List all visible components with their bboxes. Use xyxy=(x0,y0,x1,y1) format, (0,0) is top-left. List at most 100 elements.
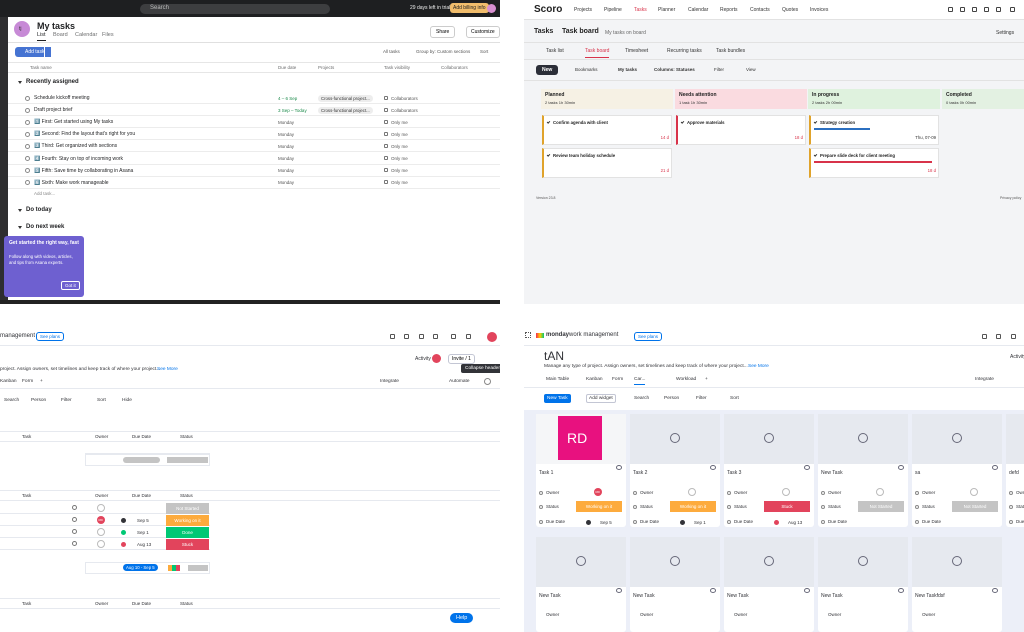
view-tab[interactable]: Task board xyxy=(585,48,610,58)
see-plans[interactable]: See plans xyxy=(36,332,65,341)
view-tab[interactable]: Calendar xyxy=(75,32,98,38)
nav-item[interactable]: Calendar xyxy=(688,7,709,13)
integrate-button[interactable]: Integrate xyxy=(975,377,994,382)
toolbar-button[interactable]: Filter xyxy=(696,396,707,401)
toolbar-button[interactable]: Sort xyxy=(97,398,106,403)
view-tab[interactable]: Main Table xyxy=(546,377,570,382)
nav-item[interactable]: Invoices xyxy=(810,7,829,13)
billing-button[interactable]: Add billing info xyxy=(450,3,489,13)
view-tab[interactable]: Files xyxy=(102,32,114,38)
owner-avatar xyxy=(594,488,602,496)
view-tab[interactable]: Workload xyxy=(676,377,697,382)
filter-button[interactable]: Columns: Statuses xyxy=(654,67,695,72)
field-label: Due Date xyxy=(828,519,848,524)
toolbar-button[interactable]: Person xyxy=(31,398,47,403)
status-distribution xyxy=(172,565,176,571)
filter-button[interactable]: My tasks xyxy=(618,67,638,72)
header-row xyxy=(0,490,500,501)
filter-button[interactable]: Bookmarks xyxy=(575,67,598,72)
view-tab[interactable]: Form xyxy=(612,377,624,382)
field-label: Owner xyxy=(734,612,748,617)
nav-item[interactable]: Quotes xyxy=(782,7,799,13)
task-card xyxy=(676,115,806,145)
header-icon xyxy=(982,334,987,339)
updates-icon xyxy=(710,588,716,593)
add-column xyxy=(214,491,219,499)
due-date: Aug 13 xyxy=(137,541,152,547)
integrate-button[interactable]: Integrate xyxy=(380,379,399,384)
add-task-row[interactable]: Add task... xyxy=(34,191,56,196)
see-more[interactable]: See More xyxy=(157,367,178,372)
filter-button[interactable]: View xyxy=(746,67,756,72)
top-bar-divider xyxy=(524,345,1024,346)
due-date: 3 Sep – Today xyxy=(278,107,307,113)
activity-link[interactable]: Activity xyxy=(1010,354,1024,360)
toolbar-button[interactable]: Search xyxy=(4,398,20,403)
view-tab[interactable]: Task bundles xyxy=(716,48,746,54)
toolbar-button[interactable]: Hide xyxy=(122,398,132,403)
toolbar-button[interactable]: Person xyxy=(664,396,680,401)
customize-button[interactable]: Customize xyxy=(466,26,500,38)
nav-item[interactable]: Contacts xyxy=(750,7,770,13)
tip-button[interactable]: Got it xyxy=(61,281,80,290)
toolbar-button[interactable]: Filter xyxy=(61,398,72,403)
automate-button[interactable]: Automate xyxy=(449,379,470,384)
see-plans[interactable]: See plans xyxy=(634,332,663,341)
date-summary xyxy=(123,457,160,463)
section-caret xyxy=(18,209,22,212)
filter-button[interactable]: Filter xyxy=(714,67,724,72)
toolbar-item[interactable]: Group by: Custom sections xyxy=(416,49,471,54)
complete-checkbox xyxy=(25,168,30,174)
privacy-link[interactable]: Privacy policy xyxy=(1000,196,1022,200)
toolbar-button[interactable]: Search xyxy=(634,396,650,401)
nav-item[interactable]: Projects xyxy=(574,7,593,13)
view-tab[interactable]: List xyxy=(37,32,46,41)
task-name: 2️⃣ Second: Find the layout that's right… xyxy=(34,131,136,138)
toolbar-item[interactable]: Sort xyxy=(480,49,489,54)
nav-item[interactable]: Planner xyxy=(658,7,676,13)
field-icon xyxy=(727,520,731,524)
view-tab[interactable]: Recurring tasks xyxy=(667,48,702,54)
visibility-icon xyxy=(384,95,388,100)
tooltip: Collapse header xyxy=(461,364,500,373)
field-label: Due Date xyxy=(734,519,754,524)
column-meta: 0 tasks 0h 00min xyxy=(946,100,977,105)
new-task-button[interactable]: New Task xyxy=(544,394,571,403)
nav-item[interactable]: Pipeline xyxy=(604,7,622,13)
see-more[interactable]: See More xyxy=(748,364,769,369)
toolbar-button[interactable]: Sort xyxy=(730,396,739,401)
nav-item[interactable]: Reports xyxy=(720,7,738,13)
status-cell: Working on it xyxy=(670,501,716,512)
help-button[interactable]: Help xyxy=(450,613,474,623)
view-tab[interactable]: Timesheet xyxy=(625,48,649,54)
field-label: Status xyxy=(828,504,841,509)
share-button[interactable]: Share xyxy=(430,26,456,38)
visibility-icon xyxy=(384,180,388,185)
nav-item[interactable]: Tasks xyxy=(634,7,647,13)
view-tab[interactable]: Task list xyxy=(546,48,564,54)
due-date: Monday xyxy=(278,180,295,186)
owner-initials: RD xyxy=(595,490,600,494)
settings-link[interactable]: Settings xyxy=(996,30,1015,36)
view-tab[interactable]: Car... xyxy=(634,377,646,385)
owner-placeholder xyxy=(970,488,978,496)
field-icon xyxy=(633,505,637,509)
new-button[interactable]: New xyxy=(536,65,559,75)
task-visibility: Only me xyxy=(391,143,408,149)
top-bar-divider xyxy=(0,345,500,346)
add-task-button[interactable]: Add task xyxy=(15,47,51,57)
due-icon xyxy=(680,520,685,525)
view-tab[interactable]: + xyxy=(705,377,708,382)
toolbar-button[interactable]: Add widget xyxy=(586,394,616,403)
view-tab[interactable]: Board xyxy=(53,32,68,38)
activity-link[interactable]: Activity xyxy=(415,356,431,362)
view-tab[interactable]: Kanban xyxy=(586,377,603,382)
toolbar-item[interactable]: All tasks xyxy=(383,49,400,54)
view-tab[interactable]: Kanban xyxy=(0,379,17,384)
view-tab[interactable]: + xyxy=(40,379,43,384)
visibility-icon xyxy=(384,143,388,148)
invite-button[interactable]: Invite / 1 xyxy=(448,354,475,364)
view-tab[interactable]: Form xyxy=(22,379,34,384)
card-name: sa xyxy=(915,470,921,476)
user-avatar xyxy=(487,332,497,342)
